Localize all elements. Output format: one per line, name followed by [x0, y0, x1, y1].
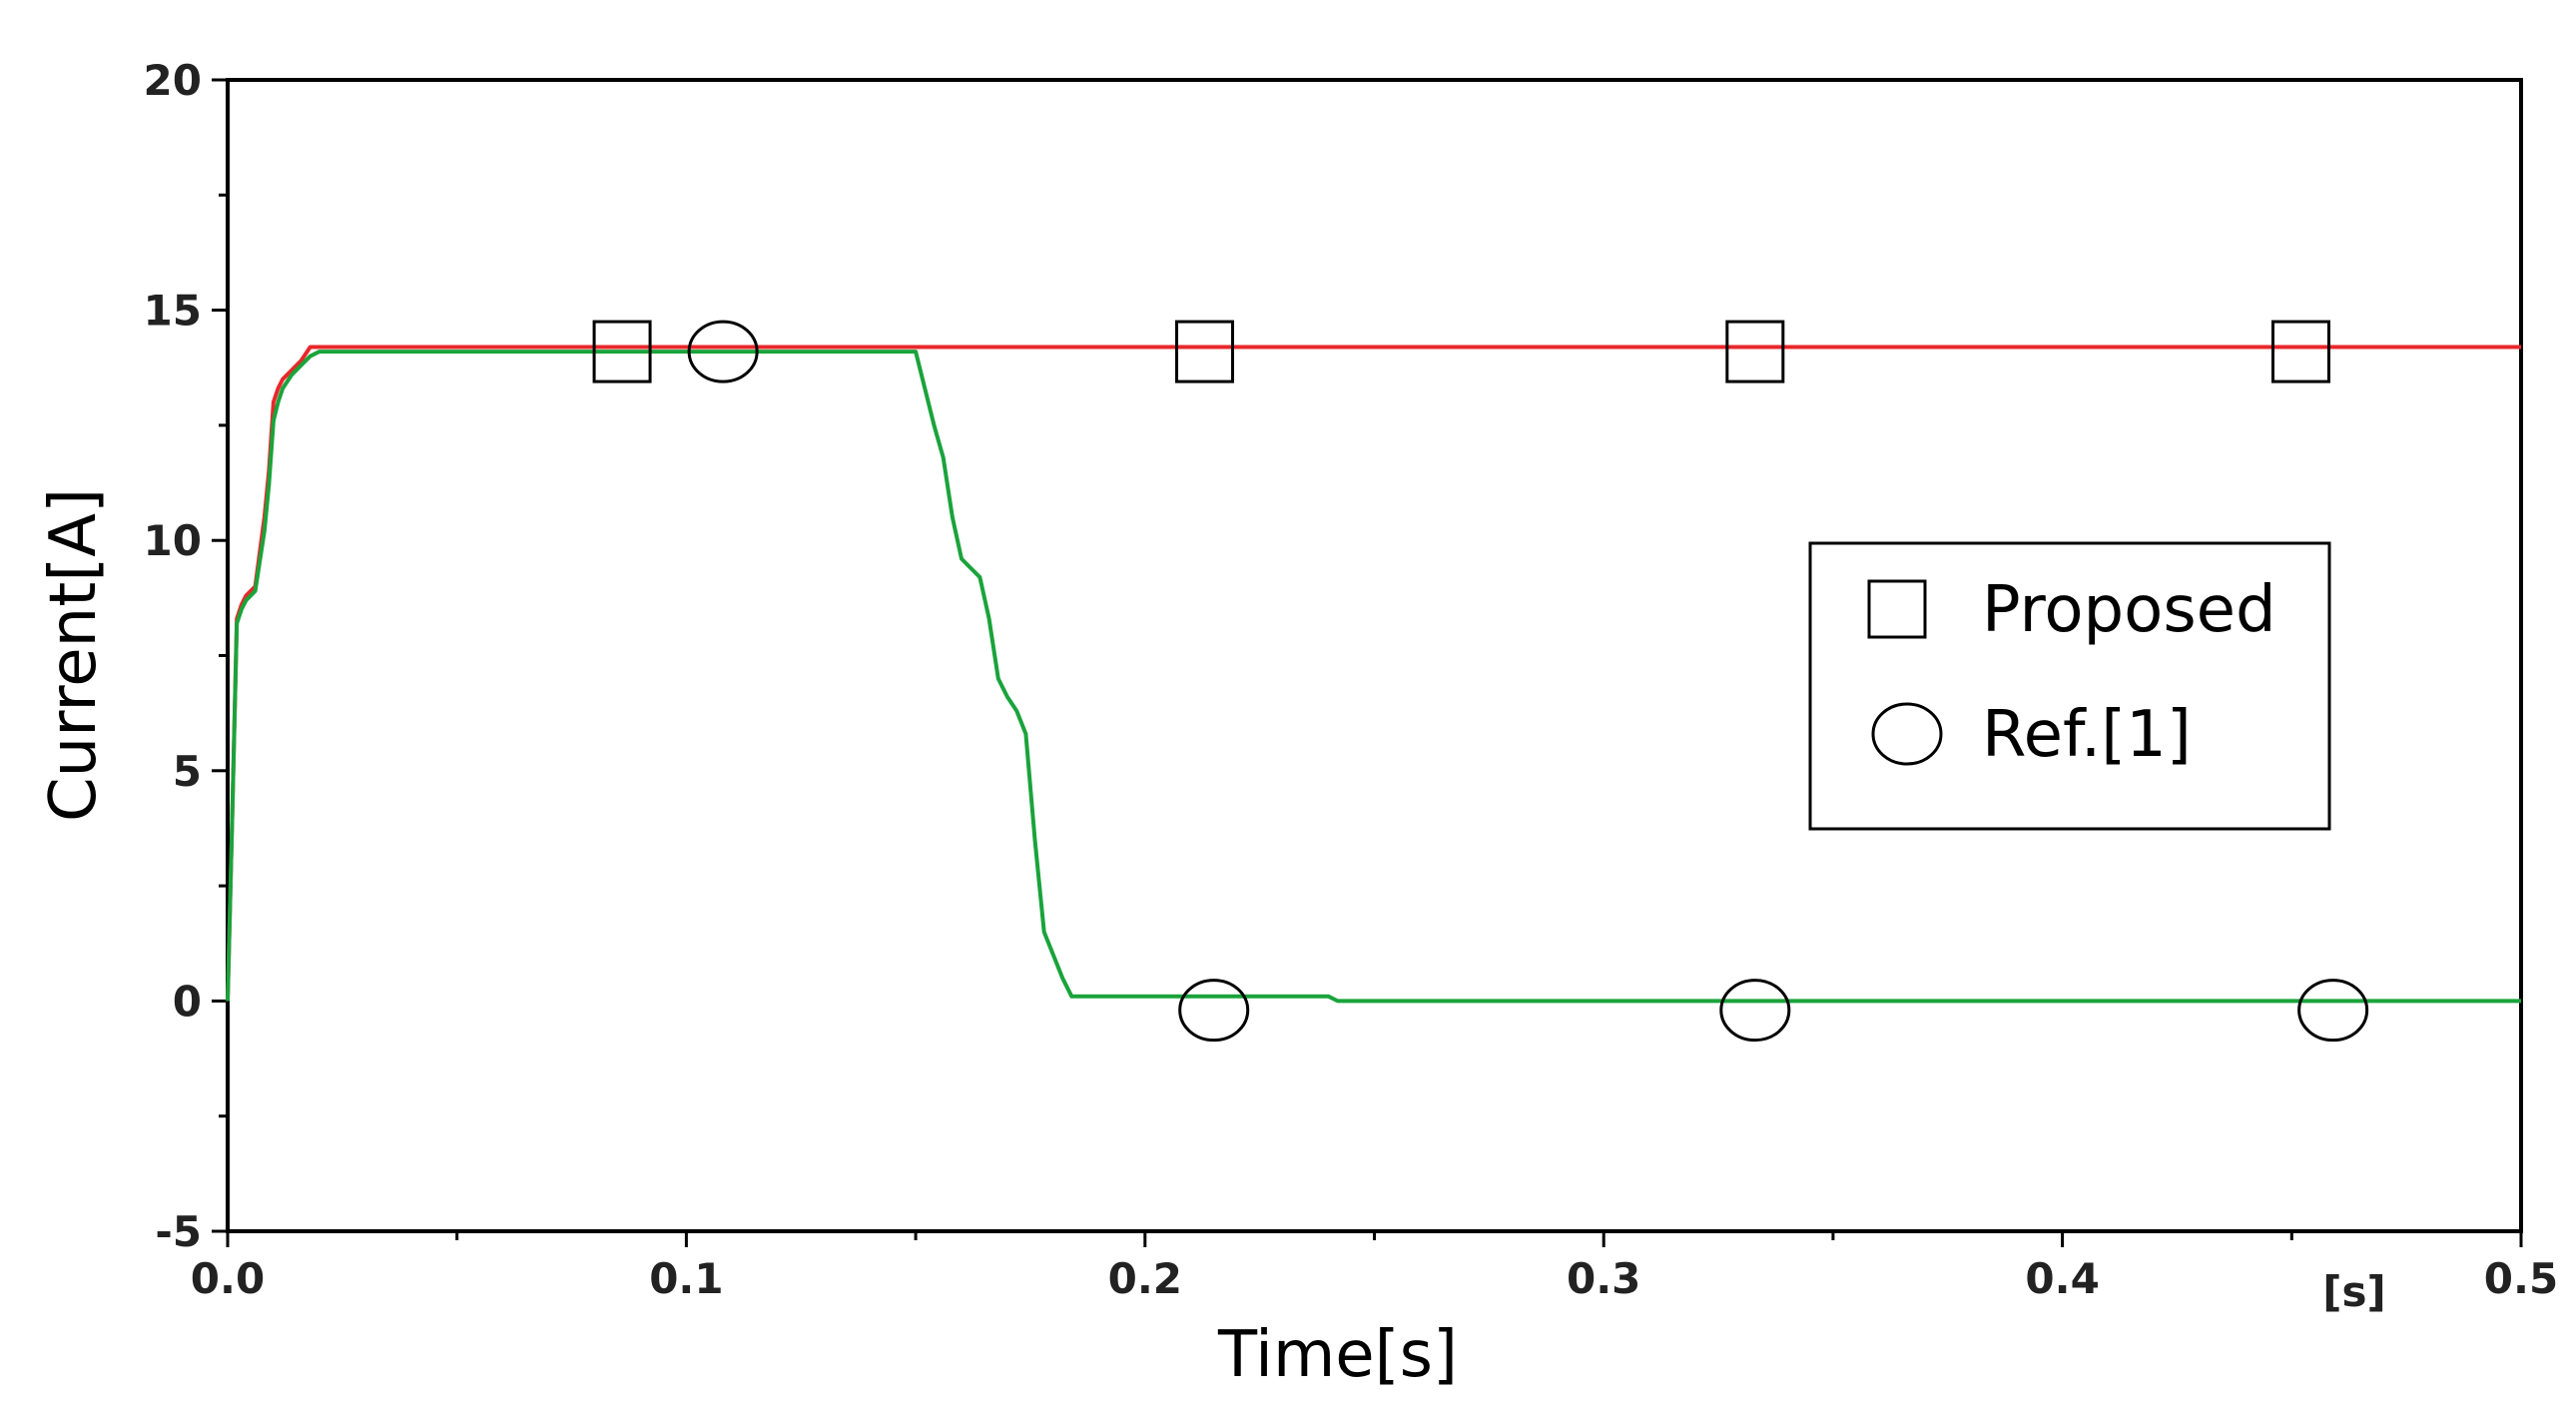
circle-marker	[2297, 979, 2369, 1043]
series-lines	[226, 345, 2521, 1004]
x-unit-label: [s]	[2322, 1267, 2385, 1316]
x-tick-label: 0.2	[1108, 1254, 1182, 1303]
series-line-ref	[226, 350, 2521, 1004]
y-tick-label: -5	[155, 1207, 202, 1256]
circle-marker	[687, 320, 759, 383]
y-tick-label: 20	[144, 56, 202, 105]
x-tick-label: 0.0	[191, 1254, 265, 1303]
y-tick-label: 0	[173, 977, 202, 1026]
legend-square-marker	[1867, 579, 1927, 639]
x-tick-label: 0.1	[649, 1254, 723, 1303]
square-marker	[1175, 320, 1235, 383]
y-tick-label: 5	[173, 747, 202, 796]
square-marker	[1725, 320, 1785, 383]
legend-label-ref: Ref.[1]	[1982, 698, 2192, 772]
square-marker	[2270, 320, 2330, 383]
legend-label-proposed: Proposed	[1982, 573, 2276, 647]
x-tick-label: 0.3	[1567, 1254, 1640, 1303]
y-tick-label: 15	[144, 287, 202, 336]
legend: Proposed Ref.[1]	[1808, 541, 2331, 831]
square-marker	[592, 320, 652, 383]
tick-labels: -5 0 5 10 15 20 0.0 0.1 0.2 0.3 0.4 0.5	[144, 56, 2559, 1303]
axis-ticks	[212, 78, 2523, 1247]
y-axis-title: Current[A]	[37, 488, 111, 822]
legend-circle-marker	[1871, 702, 1943, 766]
circle-marker	[1719, 979, 1791, 1043]
circle-marker	[1178, 979, 1250, 1043]
x-axis-title: Time[s]	[1217, 1318, 1458, 1392]
y-tick-label: 10	[144, 516, 202, 565]
series-markers	[592, 320, 2369, 1043]
x-tick-label: 0.4	[2025, 1254, 2099, 1303]
legend-box	[1808, 541, 2331, 831]
x-tick-label: 0.5	[2484, 1254, 2558, 1303]
